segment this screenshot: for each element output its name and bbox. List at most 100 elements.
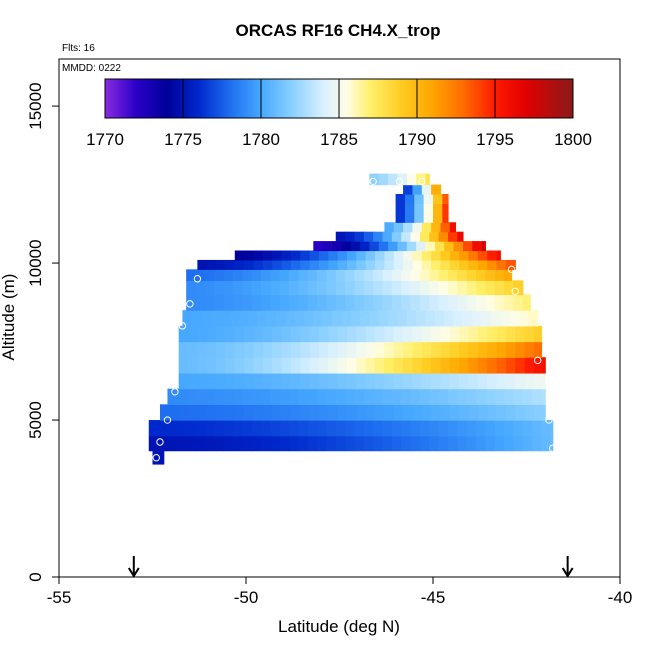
y-tick-label: 15000: [26, 82, 45, 129]
flight-arrows: [127, 556, 574, 578]
heatmap-cell: [513, 388, 524, 405]
heatmap-cell: [382, 269, 393, 281]
heatmap-cell: [365, 325, 376, 343]
heatmap-cell: [431, 222, 442, 233]
heatmap-cell: [476, 420, 486, 437]
heatmap-cell: [429, 435, 440, 452]
heatmap-cell: [431, 341, 442, 358]
heatmap-cell: [440, 341, 451, 358]
heatmap-cell: [300, 357, 311, 374]
heatmap-cell: [232, 294, 243, 311]
sample-point: [418, 177, 426, 186]
heatmap-cell: [229, 310, 240, 327]
heatmap-cell: [337, 372, 348, 390]
heatmap-cell: [388, 310, 399, 327]
heatmap-cell: [242, 269, 253, 281]
heatmap-cell: [524, 325, 535, 343]
heatmap-cell: [487, 259, 498, 270]
heatmap-cell: [431, 404, 442, 421]
heatmap-cell: [403, 404, 414, 421]
heatmap-cell: [148, 420, 159, 437]
heatmap-cell: [487, 250, 498, 261]
heatmap-cell: [442, 203, 449, 214]
colorbar-tick-label: 1795: [476, 130, 514, 149]
heatmap-cell: [294, 310, 305, 327]
heatmap-cell: [223, 388, 234, 405]
heatmap-cell: [504, 435, 515, 452]
heatmap-cell: [541, 420, 552, 437]
sample-point: [178, 322, 187, 330]
heatmap-cell: [468, 259, 479, 270]
heatmap-cell: [438, 294, 449, 311]
heatmap-cell: [449, 372, 460, 390]
heatmap-cell: [515, 341, 526, 358]
heatmap-cell: [195, 294, 206, 311]
heatmap-cell: [300, 325, 311, 343]
sample-point: [186, 300, 194, 308]
heatmap-cell: [447, 280, 458, 296]
heatmap-cell: [421, 341, 432, 358]
heatmap-cell: [363, 280, 374, 296]
heatmap-cell: [449, 222, 457, 233]
heatmap-cell: [232, 420, 243, 437]
heatmap-cell: [356, 357, 367, 374]
heatmap-cell: [345, 420, 356, 437]
heatmap-cell: [431, 250, 442, 261]
heatmap-cell: [421, 184, 432, 195]
sample-point: [171, 353, 179, 361]
heatmap-cell: [419, 435, 430, 452]
heatmap-cell: [204, 420, 215, 437]
heatmap-cell: [490, 310, 501, 327]
heatmap-cell: [438, 269, 449, 281]
heatmap-cell: [369, 310, 380, 327]
heatmap-cell: [328, 325, 339, 343]
heatmap-cell: [178, 325, 189, 343]
heatmap-cell: [429, 388, 440, 405]
heatmap-cell: [350, 241, 361, 252]
heatmap-cell: [253, 372, 264, 390]
heatmap-cell: [412, 259, 423, 270]
heatmap-cell: [459, 259, 470, 270]
heatmap-cell: [337, 404, 348, 421]
heatmap-cell: [477, 372, 488, 390]
heatmap-cell: [244, 250, 255, 261]
heatmap-cell: [404, 203, 415, 214]
heatmap-cell: [186, 388, 197, 405]
chart-title: ORCAS RF16 CH4.X_trop: [236, 21, 441, 40]
sample-point: [507, 265, 516, 274]
heatmap-cell: [346, 357, 357, 374]
heatmap-cell: [378, 241, 389, 252]
heatmap-cell: [206, 404, 217, 421]
heatmap-cell: [318, 357, 329, 374]
heatmap-cell: [260, 435, 271, 452]
heatmap-cell: [216, 325, 227, 343]
heatmap-cell: [356, 259, 367, 270]
heatmap-cell: [431, 184, 442, 195]
heatmap-cell: [505, 357, 516, 374]
heatmap-cell: [412, 222, 423, 233]
heatmap-cell: [272, 372, 283, 390]
heatmap-cell: [421, 325, 432, 343]
heatmap-cell: [393, 357, 404, 374]
heatmap-cell: [328, 341, 339, 358]
colorbar-tick-label: 1780: [242, 130, 280, 149]
heatmap-cell: [440, 357, 451, 374]
heatmap-cell: [244, 341, 255, 358]
heatmap-cell: [421, 357, 432, 374]
heatmap-cell: [397, 173, 408, 186]
heatmap-cell: [375, 341, 385, 358]
heatmap-cell: [345, 294, 356, 311]
heatmap-cell: [476, 294, 486, 311]
heatmap-cell: [440, 325, 451, 343]
heatmap-cell: [533, 404, 544, 421]
heatmap-cell: [326, 280, 337, 296]
heatmap-cell: [322, 310, 333, 327]
heatmap-cell: [206, 325, 217, 343]
heatmap-cell: [457, 388, 468, 405]
heatmap-cell: [459, 250, 470, 261]
heatmap-cell: [206, 372, 217, 390]
heatmap-cell: [328, 357, 339, 374]
heatmap-cell: [429, 231, 440, 242]
heatmap-cell: [298, 420, 309, 437]
